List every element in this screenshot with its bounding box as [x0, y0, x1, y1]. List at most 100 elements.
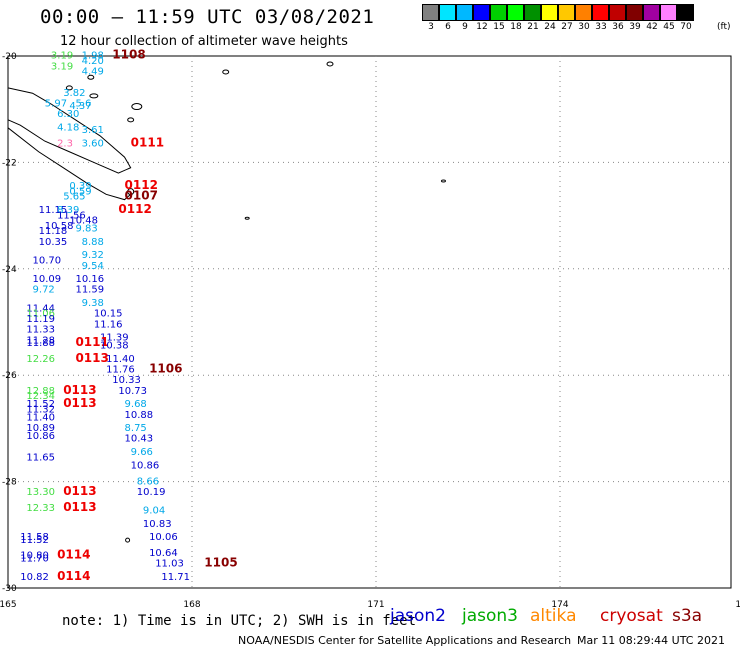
wave-height-label: 10.80 — [20, 551, 49, 562]
wave-height-label: 10.15 — [94, 309, 123, 320]
pass-time-label: 0112 — [118, 202, 151, 216]
wave-height-label: 10.35 — [39, 237, 68, 248]
wave-height-label: 10.70 — [33, 255, 62, 266]
wave-height-label: 9.83 — [75, 224, 97, 235]
island-outline — [87, 74, 95, 80]
wave-height-label: 11.88 — [26, 338, 55, 349]
colorbar-swatch — [473, 4, 490, 21]
wave-height-label: 8.88 — [82, 237, 104, 248]
wave-height-label: 10.86 — [26, 431, 55, 442]
wave-height-label: 0.59 — [69, 186, 91, 197]
colorbar-tick-label: 36 — [612, 22, 624, 32]
wave-height-label: 11.52 — [20, 535, 49, 546]
colorbar-swatch — [677, 4, 694, 21]
wave-height-label: 10.73 — [118, 386, 147, 397]
wave-height-label: 11.58 — [20, 532, 49, 543]
wave-height-label: 3.61 — [82, 125, 104, 136]
pass-time-label: 0113 — [63, 500, 96, 514]
island-outline — [326, 61, 334, 67]
wave-height-label: 10.58 — [45, 221, 74, 232]
wave-height-label: 5.65 — [63, 192, 85, 203]
colorbar-tick-label: 12 — [476, 22, 488, 32]
wave-height-label: 12.33 — [26, 503, 55, 514]
wave-height-label: 10.48 — [69, 216, 98, 227]
wave-height-label: 11.70 — [20, 553, 49, 564]
wave-height-label: 10.83 — [143, 519, 172, 530]
x-tick-label: 171 — [367, 600, 384, 610]
colorbar-swatch — [490, 4, 507, 21]
colorbar-swatch — [643, 4, 660, 21]
y-tick-label: -26 — [2, 371, 17, 381]
wave-height-label: 10.64 — [149, 548, 178, 559]
satellite-label-s3a: s3a — [672, 606, 703, 626]
colorbar-tick-label: 30 — [578, 22, 590, 32]
wave-height-label: 5.97 — [45, 99, 67, 110]
wave-height-label: 11.40 — [26, 412, 55, 423]
wave-height-label: 10.19 — [137, 487, 166, 498]
wave-height-label: 11.76 — [106, 365, 135, 376]
pass-time-label: 0111 — [131, 135, 164, 149]
colorbar-tick-label: 6 — [445, 22, 451, 32]
satellite-label-jason3: jason3 — [462, 606, 518, 626]
wave-height-label: 10.06 — [149, 532, 178, 543]
x-tick-label: 174 — [551, 600, 568, 610]
wave-height-label: 13.30 — [26, 487, 55, 498]
wave-height-label: 10.82 — [20, 572, 49, 583]
wave-height-label: 8.39 — [57, 205, 79, 216]
colorbar-swatch — [507, 4, 524, 21]
colorbar-tick-label: 21 — [527, 22, 539, 32]
island-outline — [244, 216, 250, 220]
pass-time-label: 0113 — [63, 484, 96, 498]
colorbar-swatch — [541, 4, 558, 21]
wave-height-label: 8.66 — [137, 476, 159, 487]
wave-height-label: 9.54 — [82, 261, 104, 272]
satellite-label-jason2: jason2 — [390, 606, 446, 626]
pass-time-label: 1106 — [149, 362, 182, 376]
coastline — [7, 87, 132, 174]
timestamp-text: Mar 11 08:29:44 UTC 2021 — [577, 634, 725, 647]
wave-height-label: 4.37 — [69, 101, 91, 112]
wave-height-label: 11.03 — [155, 559, 184, 570]
wave-height-label: 10.43 — [125, 434, 154, 445]
wave-height-label: 11.32 — [26, 404, 55, 415]
wave-height-label: 11.16 — [94, 319, 123, 330]
pass-time-label: 0114 — [57, 569, 90, 583]
pass-time-label: 1108 — [112, 48, 145, 62]
plot-frame — [7, 55, 732, 589]
island-outline — [131, 103, 143, 111]
wave-height-label: 8.75 — [125, 423, 147, 434]
wave-height-label: 9.38 — [82, 298, 104, 309]
wave-height-label: 10.16 — [75, 274, 104, 285]
y-tick-label: -30 — [2, 584, 17, 594]
colorbar-tick-label: 9 — [462, 22, 468, 32]
island-outline — [89, 93, 99, 99]
wave-height-label: 9.72 — [33, 285, 55, 296]
colorbar-tick-label: 15 — [493, 22, 505, 32]
satellite-label-cryosat: cryosat — [600, 606, 663, 626]
island-outline — [222, 69, 230, 75]
pass-time-label: 0113 — [63, 383, 96, 397]
wave-height-label: 11.40 — [106, 354, 135, 365]
wave-height-label: 4.20 — [82, 56, 104, 67]
island-outline — [127, 117, 135, 123]
pass-time-label: 1105 — [204, 556, 237, 570]
wave-height-label: 10.09 — [33, 274, 62, 285]
colorbar-swatch — [524, 4, 541, 21]
wave-height-label: 11.44 — [26, 303, 55, 314]
credit-text: NOAA/NESDIS Center for Satellite Applica… — [238, 634, 572, 647]
wave-height-label: 11.56 — [57, 210, 86, 221]
colorbar-tick-label: 45 — [663, 22, 675, 32]
colorbar-swatch — [626, 4, 643, 21]
wave-height-label: 12.34 — [26, 391, 55, 402]
wave-height-label: 11.15 — [39, 205, 68, 216]
wave-height-label: 12.88 — [26, 386, 55, 397]
wave-height-label: 11.18 — [39, 226, 68, 237]
colorbar-swatch — [456, 4, 473, 21]
wave-height-label: 3.82 — [63, 88, 85, 99]
wave-height-label: 11.59 — [75, 285, 104, 296]
pass-time-label: 0114 — [57, 548, 90, 562]
colorbar-tick-label: 3 — [428, 22, 434, 32]
chart-subtitle: 12 hour collection of altimeter wave hei… — [60, 34, 348, 49]
